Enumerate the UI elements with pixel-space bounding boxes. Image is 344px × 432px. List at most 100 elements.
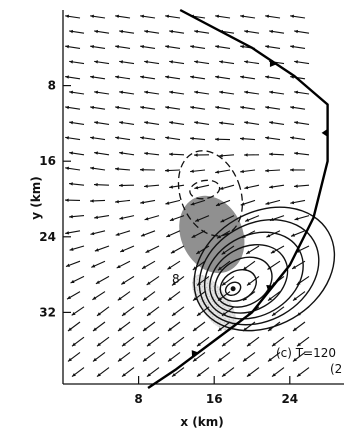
wind-arrow-head bbox=[169, 121, 173, 125]
wind-arrow-head bbox=[118, 327, 122, 331]
wind-arrow-head bbox=[218, 357, 222, 362]
shaded-region-light-0 bbox=[191, 274, 237, 332]
solid-contour-1 bbox=[219, 269, 257, 302]
wind-arrow-head bbox=[265, 201, 270, 205]
front-marker-3 bbox=[191, 350, 199, 358]
wind-arrow-head bbox=[190, 136, 194, 141]
wind-arrow-head bbox=[240, 45, 244, 49]
wind-arrow-head bbox=[270, 249, 275, 254]
wind-arrow-head bbox=[215, 170, 220, 174]
wind-arrow-head bbox=[244, 185, 249, 190]
wind-arrow-head bbox=[194, 121, 198, 125]
wind-arrow-head bbox=[115, 75, 119, 79]
wind-arrow-head bbox=[194, 185, 199, 190]
wind-arrow-head bbox=[244, 29, 248, 34]
wind-arrow-head bbox=[94, 182, 98, 187]
wind-arrow-head bbox=[115, 105, 119, 110]
solid-contour-0 bbox=[224, 281, 242, 297]
wind-arrow-head bbox=[190, 169, 194, 173]
wind-arrow-head bbox=[67, 295, 72, 300]
solid-contour-6 bbox=[193, 206, 336, 332]
wind-arrow-head bbox=[269, 90, 273, 95]
solid-contour-5 bbox=[198, 219, 320, 326]
wind-arrow-head bbox=[168, 357, 172, 362]
wind-arrow-head bbox=[65, 166, 69, 171]
wind-arrow-head bbox=[265, 105, 269, 110]
wind-arrow-head bbox=[90, 231, 95, 236]
wind-arrow-head bbox=[194, 60, 198, 64]
wind-arrow-head bbox=[144, 60, 148, 64]
wind-arrow-head bbox=[115, 136, 119, 140]
y-tick-label: 16 bbox=[39, 154, 56, 168]
wind-arrow-head bbox=[240, 105, 244, 110]
wind-arrow-head bbox=[240, 137, 244, 141]
front-marker-2 bbox=[266, 285, 274, 292]
wind-arrow-head bbox=[140, 233, 145, 237]
wind-arrow-head bbox=[269, 29, 273, 34]
wind-arrow-head bbox=[272, 373, 276, 377]
wind-arrow-head bbox=[117, 296, 122, 301]
wind-arrow-head bbox=[165, 14, 169, 19]
wind-arrow-head bbox=[215, 75, 219, 79]
y-tick-label: 8 bbox=[48, 79, 56, 93]
wind-arrow-head bbox=[195, 218, 200, 222]
front-marker-1 bbox=[321, 128, 328, 137]
wind-arrow-head bbox=[190, 105, 194, 110]
wind-arrow-head bbox=[116, 264, 121, 269]
wind-arrow-head bbox=[69, 60, 73, 64]
wind-arrow-head bbox=[272, 342, 276, 347]
wind-arrow-head bbox=[197, 342, 201, 347]
wind-arrow-head bbox=[143, 297, 147, 301]
wind-arrow-head bbox=[97, 342, 101, 347]
wind-arrow-head bbox=[65, 14, 69, 19]
wind-arrow-head bbox=[294, 60, 298, 64]
wind-arrow-head bbox=[219, 121, 223, 125]
wind-arrow-head bbox=[194, 153, 198, 157]
wind-arrow-head bbox=[291, 233, 296, 237]
wind-arrow-head bbox=[265, 75, 269, 79]
wind-arrow-head bbox=[197, 312, 201, 316]
wind-arrow-head bbox=[268, 297, 272, 301]
panel-label: (c) T=120 bbox=[276, 346, 336, 360]
wind-arrow-head bbox=[90, 199, 94, 203]
wind-arrow-head bbox=[65, 231, 70, 235]
wind-arrow-head bbox=[294, 184, 298, 188]
wind-arrow-head bbox=[65, 45, 69, 49]
wind-arrow-head bbox=[293, 297, 297, 301]
wind-arrow-head bbox=[119, 183, 123, 188]
wind-arrow-head bbox=[290, 14, 294, 19]
wind-arrow-head bbox=[144, 151, 148, 156]
wind-arrow-head bbox=[169, 152, 173, 156]
wind-arrow-head bbox=[94, 151, 98, 155]
wind-arrow-head bbox=[115, 14, 119, 19]
dashed-contour-1 bbox=[177, 150, 244, 237]
y-tick-label: 24 bbox=[39, 230, 56, 244]
wind-arrow-head bbox=[69, 214, 73, 219]
wind-arrow-head bbox=[115, 45, 119, 49]
x-tick-label: 8 bbox=[134, 392, 142, 406]
wind-arrow-head bbox=[69, 29, 73, 34]
wind-arrow-head bbox=[169, 60, 173, 64]
wind-arrow-head bbox=[244, 60, 248, 64]
wind-arrow-head bbox=[121, 280, 126, 285]
wind-arrow-head bbox=[144, 184, 148, 188]
wind-arrow-head bbox=[140, 200, 145, 205]
wind-arrow-head bbox=[90, 136, 94, 140]
x-axis-label: x (km) bbox=[180, 415, 223, 429]
wind-arrow-head bbox=[172, 312, 176, 316]
wind-arrow-head bbox=[169, 90, 173, 95]
axis-ticks: 8 16 24 8 16 24 32 bbox=[39, 79, 298, 406]
wind-arrow-head bbox=[94, 60, 98, 64]
wind-arrow-head bbox=[122, 342, 126, 347]
plot-frame bbox=[62, 10, 344, 385]
wind-arrow-head bbox=[221, 251, 226, 255]
wind-arrow-head bbox=[244, 90, 248, 95]
wind-arrow-head bbox=[145, 249, 150, 253]
wind-arrow-head bbox=[215, 14, 219, 19]
wind-arrow-head bbox=[292, 265, 297, 269]
wind-arrow-head bbox=[290, 168, 294, 172]
wind-arrow-head bbox=[97, 312, 101, 316]
wind-arrow-head bbox=[290, 105, 294, 110]
wind-arrow-head bbox=[222, 281, 226, 286]
